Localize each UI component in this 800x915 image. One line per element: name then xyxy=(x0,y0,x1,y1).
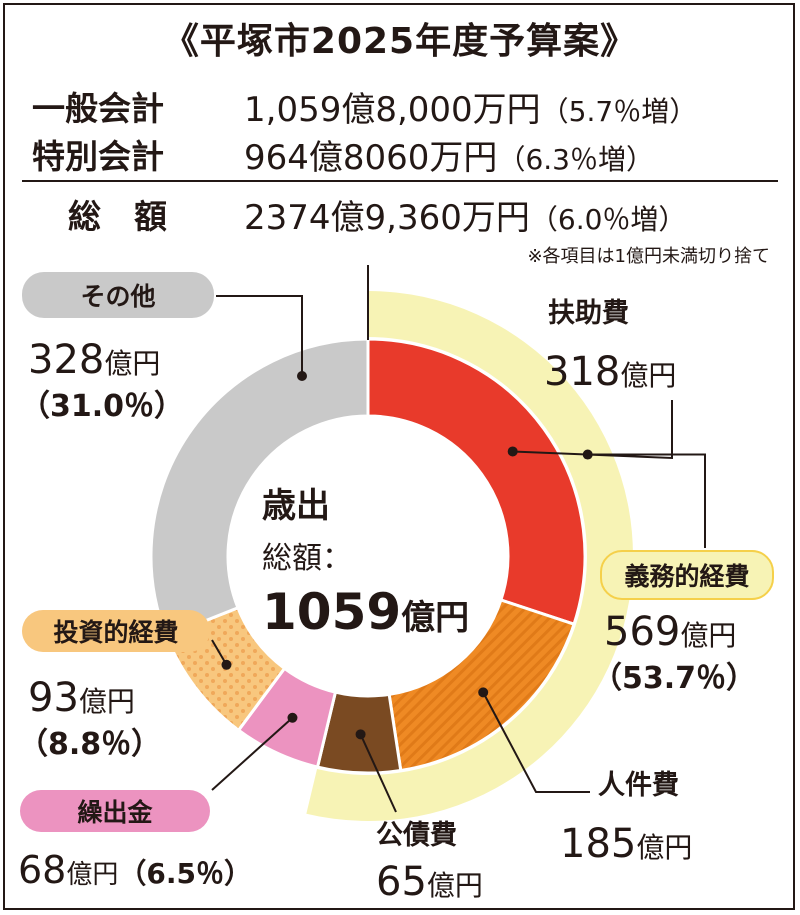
amount-kosai: 65億円 xyxy=(376,859,483,905)
summary-value: 1,059億8,000万円（5.7％増） xyxy=(244,90,698,130)
summary-row-general: 一般会計 1,059億8,000万円（5.7％増） xyxy=(32,82,782,130)
percent-gimu: （53.7％） xyxy=(592,661,757,696)
summary-label: 総 額 xyxy=(68,197,167,236)
group-ring-gimu xyxy=(306,291,633,821)
leader-sonota xyxy=(216,295,303,376)
leader-kosai xyxy=(359,733,397,813)
amount-sonota: 328億円 xyxy=(28,337,161,383)
leader-jinken xyxy=(482,691,590,793)
label-gimu: 義務的経費 xyxy=(600,550,774,600)
slice-5 xyxy=(149,337,370,639)
label-kuridashi: 繰出金 xyxy=(20,790,210,832)
leader-toshi xyxy=(211,639,228,666)
label-jinken: 人件費 xyxy=(598,770,679,801)
leader-gimu xyxy=(587,453,706,548)
leader-kuridashi xyxy=(211,716,294,791)
label-fuyo: 扶助費 xyxy=(548,298,629,329)
center-total: 1059億円 xyxy=(262,583,470,641)
amount-toshi: 93億円 xyxy=(28,675,135,721)
center-label: 歳出 総額： 1059億円 xyxy=(262,478,469,641)
amount-gimu: 569億円 xyxy=(604,609,737,655)
amount-kuridashi: 68億円（6.5％） xyxy=(18,848,252,892)
summary-label: 一般会計 xyxy=(32,89,164,128)
summary-row-total: 総 額 2374億9,360万円（6.0％増） xyxy=(32,190,782,238)
percent-toshi: （8.8％） xyxy=(18,727,162,762)
rounding-note: ※各項目は1億円未満切り捨て xyxy=(527,246,770,267)
summary-value: 964億8060万円（6.3％増） xyxy=(244,138,654,178)
amount-fuyo: 318億円 xyxy=(544,349,677,395)
figure-frame xyxy=(3,3,795,910)
label-kosai: 公債費 xyxy=(376,820,457,851)
chart-title: 《平塚市2025年度予算案》 xyxy=(162,21,638,62)
center-line2: 総額： xyxy=(262,541,352,576)
summary-row-special: 特別会計 964億8060万円（6.3％増） xyxy=(32,130,782,178)
summary-divider xyxy=(22,180,778,182)
percent-sonota: （31.0％） xyxy=(20,389,185,424)
amount-jinken: 185億円 xyxy=(560,821,693,867)
leader-fuyo xyxy=(512,400,673,460)
slice-0 xyxy=(366,337,587,627)
summary-label: 特別会計 xyxy=(32,137,164,176)
label-toshi: 投資的経費 xyxy=(22,610,210,652)
summary-value: 2374億9,360万円（6.0％増） xyxy=(244,198,687,238)
label-sonota: その他 xyxy=(22,272,214,318)
center-line1: 歳出 xyxy=(262,486,330,526)
